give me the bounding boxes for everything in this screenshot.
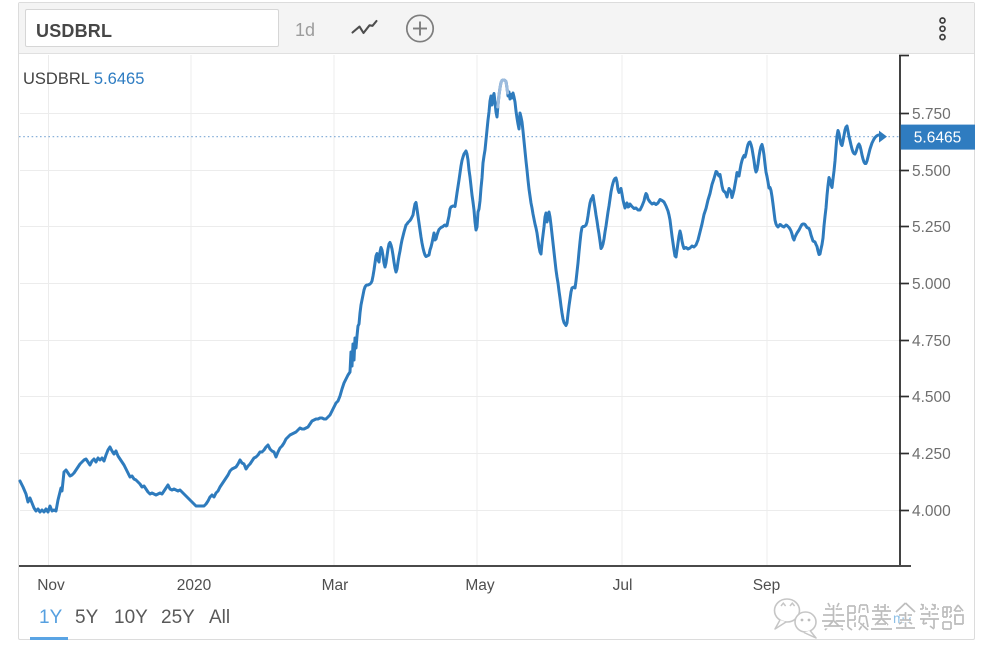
svg-text:Nov: Nov <box>37 577 65 594</box>
svg-text:All: All <box>209 607 230 628</box>
svg-text:2020: 2020 <box>177 577 212 594</box>
svg-text:5.750: 5.750 <box>912 106 951 123</box>
svg-text:5.250: 5.250 <box>912 219 951 236</box>
svg-text:10Y: 10Y <box>114 607 148 628</box>
svg-text:5.500: 5.500 <box>912 163 951 180</box>
svg-text:4.750: 4.750 <box>912 333 951 350</box>
svg-text:Sep: Sep <box>753 577 781 594</box>
svg-text:5.000: 5.000 <box>912 276 951 293</box>
svg-text:5.6465: 5.6465 <box>914 130 961 147</box>
svg-text:5Y: 5Y <box>75 607 99 628</box>
svg-text:Mar: Mar <box>322 577 349 594</box>
svg-text:25Y: 25Y <box>161 607 195 628</box>
svg-text:4.250: 4.250 <box>912 446 951 463</box>
svg-text:USDBRL 5.6465: USDBRL 5.6465 <box>23 70 144 88</box>
svg-text:1Y: 1Y <box>39 607 63 628</box>
svg-text:May: May <box>465 577 495 594</box>
svg-text:4.000: 4.000 <box>912 503 951 520</box>
svg-text:Jul: Jul <box>613 577 633 594</box>
svg-text:4.500: 4.500 <box>912 389 951 406</box>
